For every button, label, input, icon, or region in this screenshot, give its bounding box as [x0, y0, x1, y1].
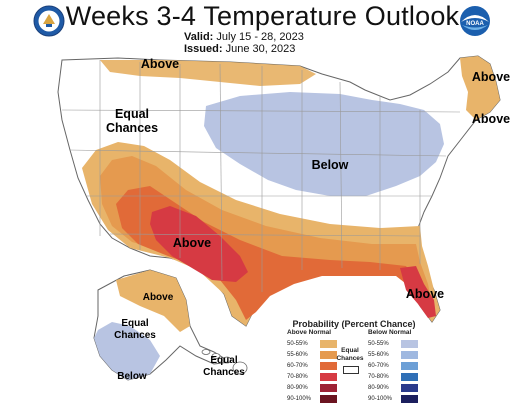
legend-below-row: 60-70% [368, 362, 428, 373]
alaska-above-region [116, 270, 190, 332]
legend-title: Probability (Percent Chance) [292, 319, 416, 329]
label-below-central: Below [311, 158, 349, 172]
legend-above-row-label: 70-80% [287, 374, 308, 380]
state-boundaries [61, 60, 461, 292]
legend-below-swatch [401, 362, 418, 370]
above-south-55-60 [100, 156, 432, 312]
legend-below-swatch [401, 384, 418, 392]
legend-below-list: 50-55% 55-60% 60-70% 70-80% 80-90% 90-100% [368, 340, 428, 406]
label-above-northeast-1: Above [471, 70, 511, 84]
label-hawaii-equal-2: Chances [203, 367, 245, 378]
legend-above-row-label: 50-55% [287, 341, 308, 347]
label-hawaii-equal-1: Equal [210, 355, 238, 366]
label-alaska-equal-2: Chances [114, 330, 156, 341]
legend-above-swatch [320, 362, 337, 370]
legend-below-row: 80-90% [368, 384, 428, 395]
valid-label: Valid: [184, 31, 214, 43]
above-south-70-80-texas [150, 206, 248, 282]
legend-above-swatch [320, 351, 337, 359]
legend-above-row: 90-100% [287, 395, 347, 406]
legend-above-row: 60-70% [287, 362, 347, 373]
legend-above-swatch [320, 395, 337, 403]
above-south-70-80-florida [400, 266, 436, 318]
legend-below-row: 55-60% [368, 351, 428, 362]
label-equal-west-2: Chances [105, 121, 159, 135]
label-above-north: Above [140, 57, 180, 71]
label-above-florida: Above [405, 287, 445, 301]
label-equal-west-1: Equal [114, 107, 150, 121]
legend-below-swatch [401, 395, 418, 403]
legend-below-row-label: 90-100% [368, 396, 393, 402]
legend-above-heading: Above Normal [287, 329, 332, 336]
alaska-below-region [94, 322, 160, 380]
legend-above-row-label: 55-60% [287, 352, 308, 358]
legend-above-swatch [320, 373, 337, 381]
legend-equal-swatch [343, 366, 359, 374]
label-alaska-below: Below [117, 371, 147, 382]
hawaii-islands [201, 349, 248, 375]
below-central-region [204, 92, 444, 196]
valid-dates: Valid: July 15 - 28, 2023 [184, 31, 304, 44]
page-title: Weeks 3-4 Temperature Outlook [65, 1, 460, 31]
legend-equal-1: Equal [341, 347, 359, 354]
label-above-northeast-2: Above [471, 112, 511, 126]
legend-above-row-label: 90-100% [287, 396, 312, 402]
label-above-southwest: Above [172, 236, 212, 250]
legend-above-row: 55-60% [287, 351, 347, 362]
label-alaska-above: Above [142, 292, 174, 303]
legend-above-row: 70-80% [287, 373, 347, 384]
legend-below-swatch [401, 373, 418, 381]
legend-below-row: 50-55% [368, 340, 428, 351]
legend-below-row-label: 50-55% [368, 341, 389, 347]
above-northeast-region [460, 56, 500, 120]
issued-label: Issued: [184, 43, 223, 55]
noaa-logo-icon: NOAA [460, 6, 490, 36]
legend-above-list: 50-55% 55-60% 60-70% 70-80% 80-90% 90-100% [287, 340, 347, 406]
legend-below-row: 90-100% [368, 395, 428, 406]
legend-above-row-label: 60-70% [287, 363, 308, 369]
legend-above-swatch [320, 340, 337, 348]
legend-equal-2: Chances [336, 355, 364, 362]
legend-above-row-label: 80-90% [287, 385, 308, 391]
legend-below-row: 70-80% [368, 373, 428, 384]
legend-equal-label: Equal Chances [330, 347, 370, 363]
legend-below-row-label: 60-70% [368, 363, 389, 369]
legend-below-swatch [401, 351, 418, 359]
legend-below-heading: Below Normal [368, 329, 412, 336]
legend-above-swatch [320, 384, 337, 392]
legend-below-row-label: 80-90% [368, 385, 389, 391]
legend-above-row: 50-55% [287, 340, 347, 351]
legend-below-row-label: 70-80% [368, 374, 389, 380]
legend-below-swatch [401, 340, 418, 348]
label-alaska-equal-1: Equal [121, 318, 149, 329]
legend-below-row-label: 55-60% [368, 352, 389, 358]
valid-value: July 15 - 28, 2023 [216, 31, 304, 43]
noaa-logo-text: NOAA [466, 21, 484, 27]
legend-above-row: 80-90% [287, 384, 347, 395]
commerce-seal-icon [33, 5, 65, 37]
issued-date: Issued: June 30, 2023 [184, 43, 295, 56]
issued-value: June 30, 2023 [225, 43, 296, 55]
